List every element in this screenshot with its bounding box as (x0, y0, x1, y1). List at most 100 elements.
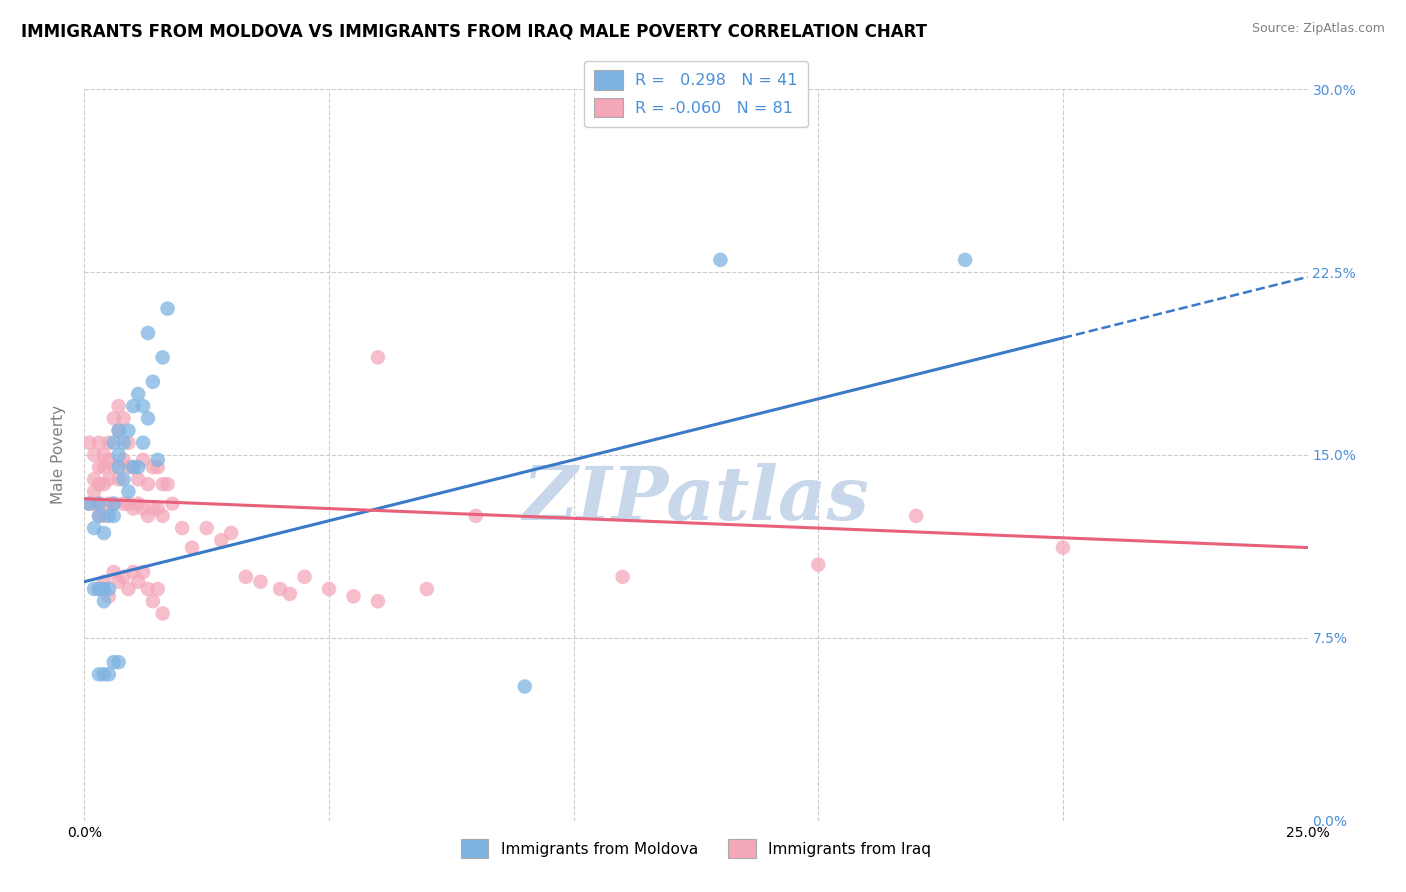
Point (136, 477, 159, 491)
Point (127, 387, 149, 401)
Point (112, 497, 135, 511)
Text: Source: ZipAtlas.com: Source: ZipAtlas.com (1251, 22, 1385, 36)
Point (209, 533, 232, 548)
Point (87, 667, 110, 681)
Point (195, 521, 218, 535)
Point (152, 477, 174, 491)
Point (112, 435, 135, 450)
Point (136, 508, 159, 523)
Point (97, 590, 120, 604)
Point (103, 411, 125, 425)
Point (107, 424, 129, 438)
Point (219, 525, 242, 540)
Point (136, 326, 159, 340)
Point (112, 411, 135, 425)
Point (416, 582, 439, 596)
Point (136, 582, 159, 596)
Point (807, 558, 830, 572)
Point (87, 477, 110, 491)
Point (103, 565, 125, 579)
Point (83, 472, 105, 486)
Point (132, 501, 155, 516)
Point (127, 574, 149, 589)
Point (93, 574, 115, 589)
Point (152, 351, 174, 365)
Point (146, 501, 169, 516)
Point (294, 570, 316, 584)
Text: IMMIGRANTS FROM MOLDOVA VS IMMIGRANTS FROM IRAQ MALE POVERTY CORRELATION CHART: IMMIGRANTS FROM MOLDOVA VS IMMIGRANTS FR… (21, 22, 927, 40)
Point (87, 435, 110, 450)
Point (87, 497, 110, 511)
Point (269, 582, 291, 596)
Point (97, 667, 120, 681)
Legend: Immigrants from Moldova, Immigrants from Iraq: Immigrants from Moldova, Immigrants from… (454, 833, 938, 864)
Point (367, 351, 389, 365)
Point (513, 680, 536, 694)
Point (87, 582, 110, 596)
Point (97, 435, 120, 450)
Point (156, 301, 179, 316)
Point (107, 472, 129, 486)
Point (146, 452, 169, 467)
Point (142, 460, 165, 475)
Point (122, 460, 145, 475)
Point (97, 472, 120, 486)
Point (93, 508, 115, 523)
Point (83, 484, 105, 499)
Point (367, 594, 389, 608)
Point (146, 582, 169, 596)
Point (905, 508, 928, 523)
Point (122, 399, 145, 413)
Point (93, 582, 115, 596)
Point (318, 582, 340, 596)
Point (77, 497, 100, 511)
Point (107, 655, 129, 669)
Point (103, 655, 125, 669)
Point (103, 460, 125, 475)
Point (107, 424, 129, 438)
Point (112, 452, 135, 467)
Point (107, 574, 129, 589)
Point (127, 472, 149, 486)
Point (162, 497, 184, 511)
Point (612, 570, 634, 584)
Point (249, 574, 271, 589)
Point (142, 594, 165, 608)
Point (142, 501, 165, 516)
Point (103, 435, 125, 450)
Point (152, 508, 174, 523)
Point (103, 508, 125, 523)
Point (132, 452, 155, 467)
Point (77, 497, 100, 511)
Point (97, 452, 120, 467)
Point (132, 565, 155, 579)
Point (709, 252, 731, 267)
Point (117, 424, 139, 438)
Point (172, 521, 194, 535)
Point (464, 508, 486, 523)
Point (152, 607, 174, 621)
Point (93, 477, 115, 491)
Point (83, 521, 105, 535)
Point (93, 667, 115, 681)
Point (127, 460, 149, 475)
Point (146, 460, 169, 475)
Point (278, 587, 301, 601)
Point (93, 525, 115, 540)
Text: ZIPatlas: ZIPatlas (523, 463, 869, 535)
Point (112, 472, 135, 486)
Point (117, 582, 139, 596)
Point (87, 508, 110, 523)
Point (107, 399, 129, 413)
Point (93, 460, 115, 475)
Point (122, 501, 145, 516)
Point (107, 460, 129, 475)
Point (112, 570, 135, 584)
Point (103, 497, 125, 511)
Point (136, 411, 159, 425)
Point (87, 460, 110, 475)
Point (107, 448, 129, 462)
Point (93, 594, 115, 608)
Point (97, 582, 120, 596)
Point (142, 375, 165, 389)
